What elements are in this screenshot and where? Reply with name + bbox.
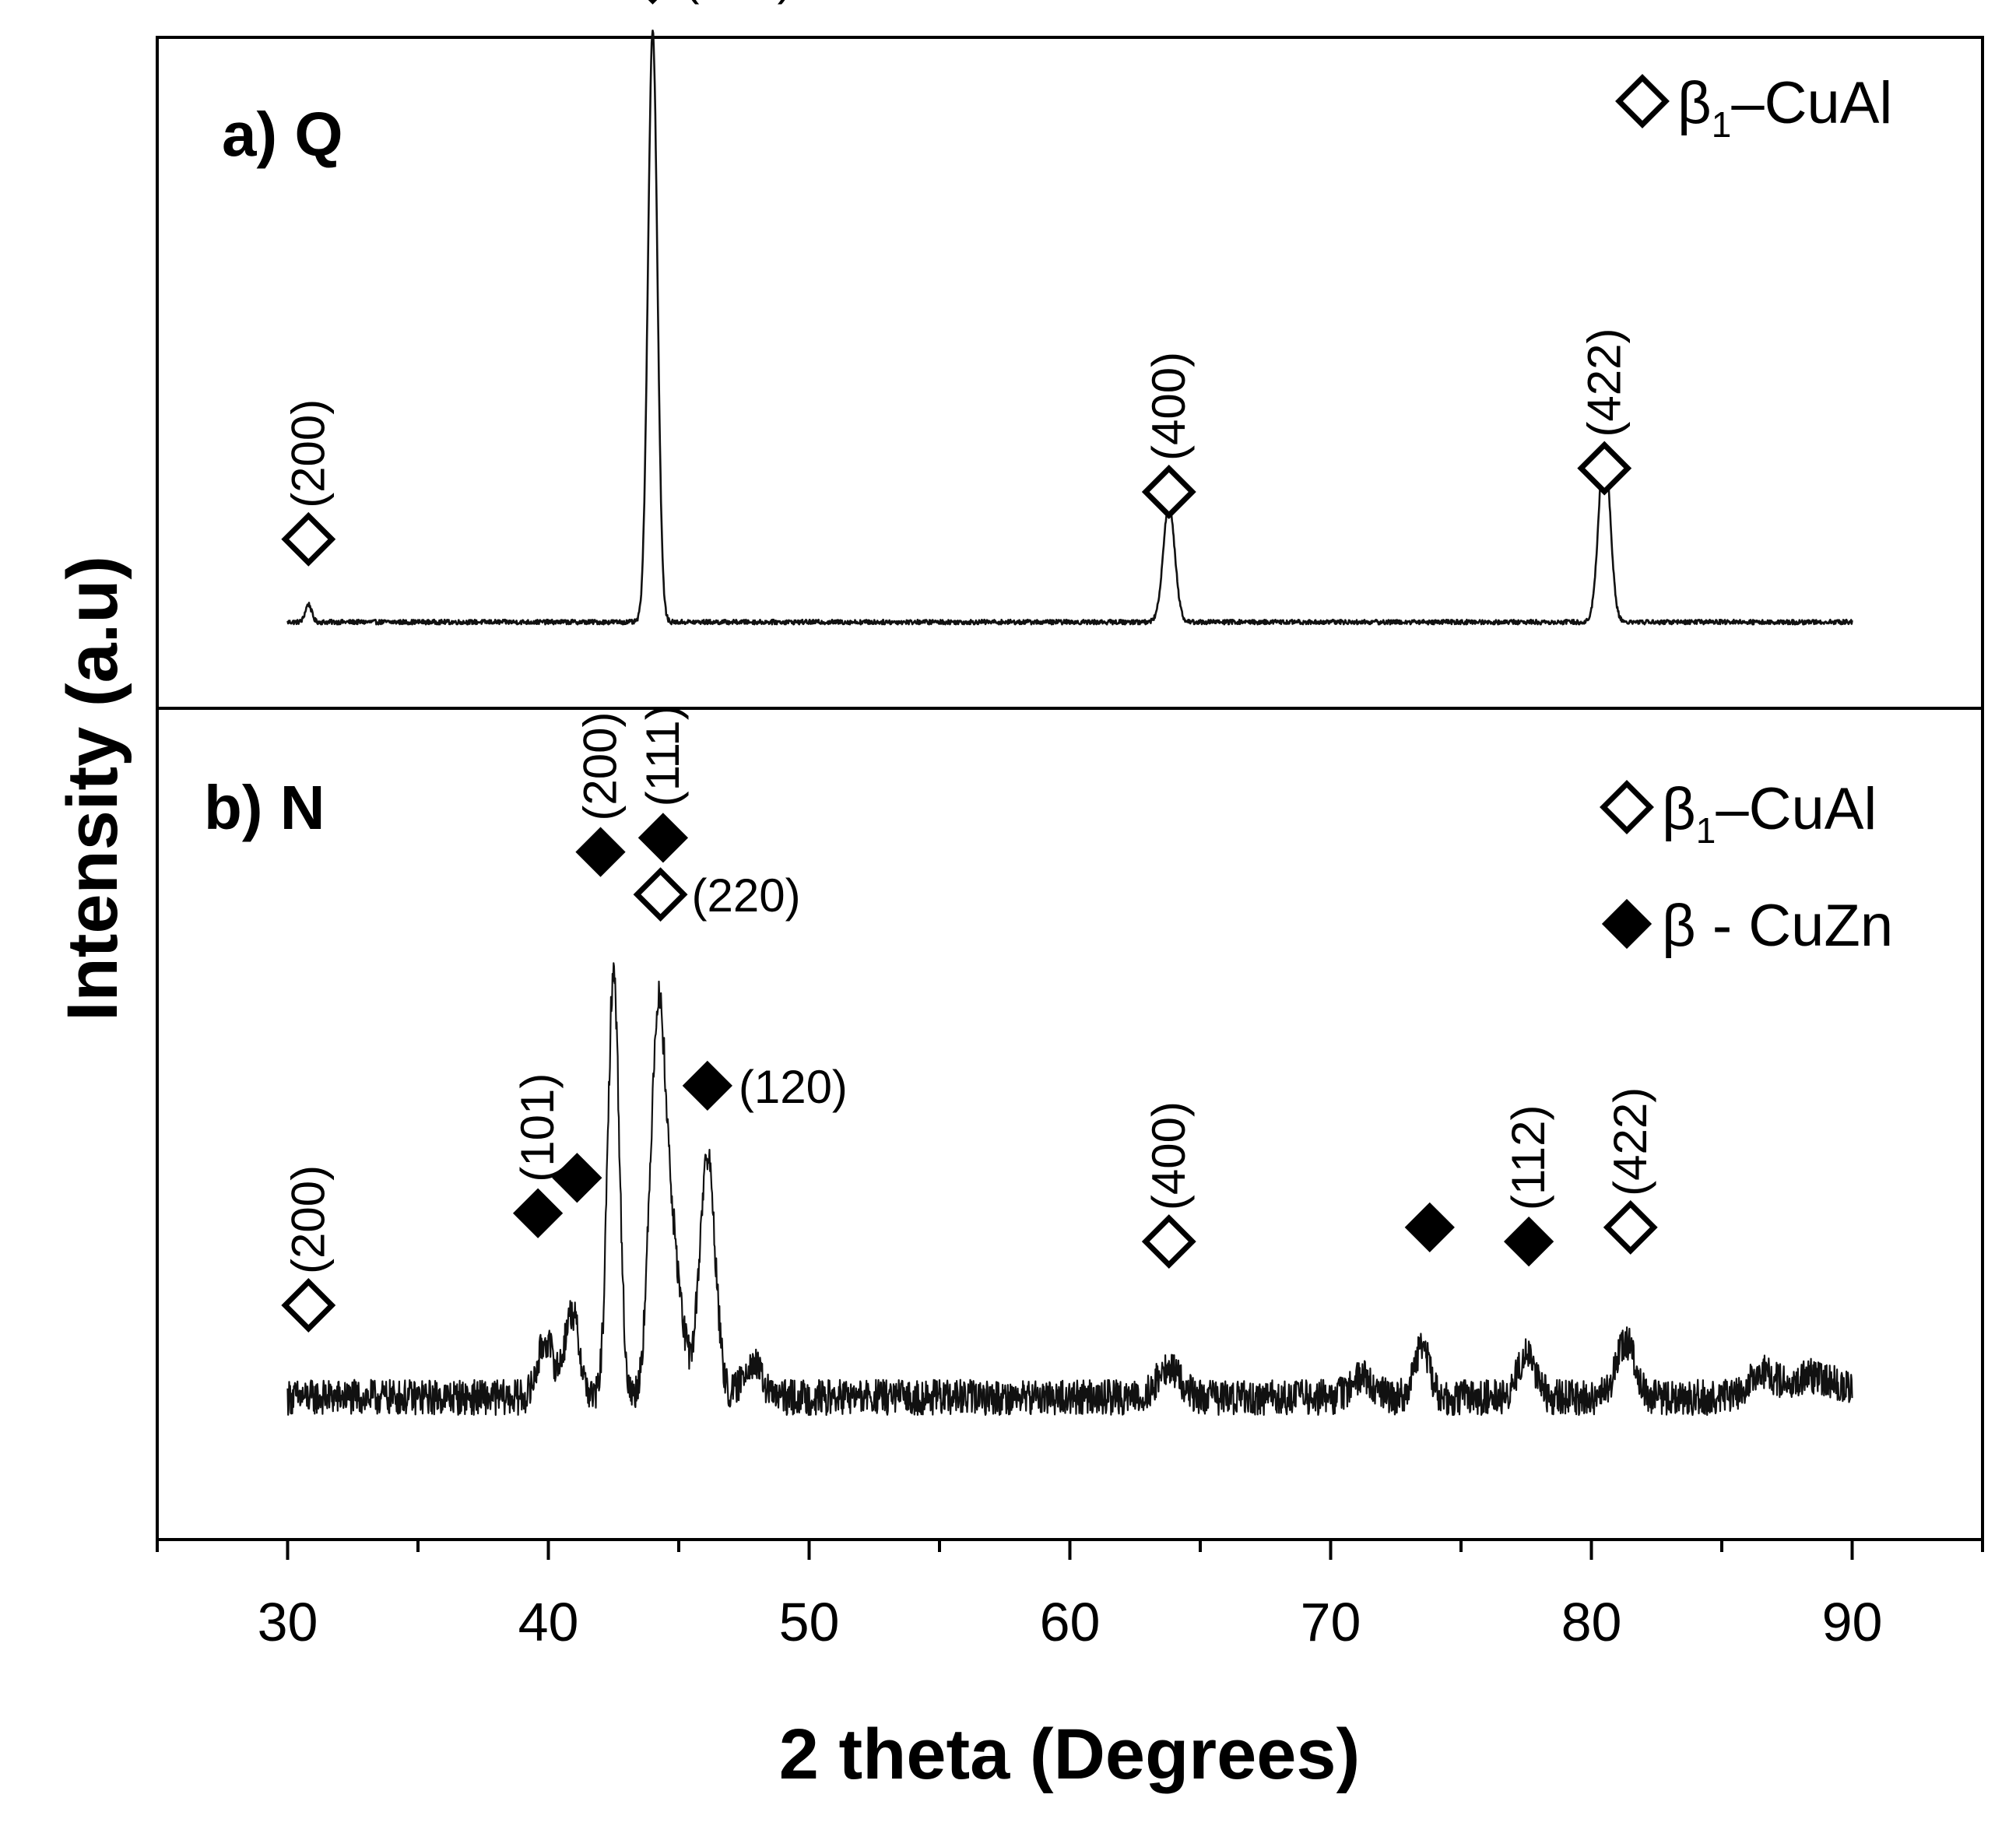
legend-symbol: β: [1662, 893, 1696, 959]
x-tick-label: 40: [518, 1592, 579, 1652]
peak-label: (220): [684, 0, 793, 5]
peak-label: (120): [739, 1061, 848, 1113]
legend-label: β - CuZn: [1662, 893, 1893, 959]
legend-text: –CuAl: [1716, 776, 1877, 842]
x-tick-label: 80: [1561, 1592, 1622, 1652]
legend-label: β1–CuAl: [1662, 776, 1877, 851]
x-tick-label: 90: [1822, 1592, 1883, 1652]
peak-marker-filled: [1503, 1216, 1554, 1267]
peak-label: (101): [511, 1073, 564, 1182]
peak-marker-open: [1603, 1199, 1658, 1255]
x-axis-title: 2 theta (Degrees): [779, 1715, 1360, 1794]
peak-label: (400): [1143, 352, 1195, 461]
panel-label: b) N: [204, 773, 325, 842]
peak-marker-filled: [552, 1153, 602, 1203]
series-line-N: [286, 962, 1853, 1417]
legend-symbol: β: [1662, 776, 1696, 842]
x-tick-label: 30: [258, 1592, 318, 1652]
peak-label: (200): [282, 399, 334, 508]
legend-text: –CuAl: [1731, 70, 1892, 136]
legend-marker: [1601, 898, 1652, 950]
peak-marker-open: [281, 511, 336, 567]
peak-marker-open: [648, 0, 658, 5]
x-tick-label: 50: [779, 1592, 840, 1652]
series-line-Q: [286, 29, 1853, 626]
legend-subscript: 1: [1712, 104, 1732, 145]
peak-marker-open: [633, 867, 688, 922]
peak-marker-filled: [637, 813, 689, 863]
peak-label: (200): [574, 712, 627, 821]
y-axis-title: Intensity (a.u): [53, 556, 132, 1021]
peak-marker-filled: [512, 1188, 564, 1238]
peak-marker-filled: [575, 827, 626, 877]
peak-label: (200): [282, 1165, 334, 1274]
peak-marker-open: [1577, 441, 1632, 496]
legend-label: β1–CuAl: [1677, 70, 1892, 145]
x-axis: 30 40 50 60 70 80 90: [156, 1540, 1984, 1652]
plot-frame: [156, 36, 1984, 1541]
legend-text: - CuZn: [1696, 893, 1893, 959]
peak-marker-filled: [682, 1060, 732, 1111]
peak-label: (111): [637, 704, 689, 806]
peak-label: (422): [1578, 328, 1630, 437]
legend-subscript: 1: [1696, 810, 1716, 851]
peak-label: (112): [1502, 1104, 1554, 1210]
peak-marker-filled: [1404, 1202, 1455, 1253]
peak-label: (400): [1143, 1101, 1195, 1210]
legend-marker: [1615, 74, 1670, 128]
panel-n: b) N(200)(101)(200) (111)(220)(120)(400)(…: [204, 704, 1893, 1417]
x-tick-label: 60: [1040, 1592, 1101, 1652]
peak-label: (422): [1604, 1087, 1656, 1196]
peak-marker-open: [281, 1278, 336, 1333]
panel-label: a) Q: [222, 100, 343, 169]
panel-q: a) Q (200) (220) (400) (422) β1–CuAl: [222, 0, 1892, 626]
legend-marker: [1600, 780, 1654, 834]
peak-marker-open: [1141, 465, 1196, 519]
peak-marker-open: [1141, 1214, 1196, 1269]
legend-symbol: β: [1677, 70, 1712, 136]
peak-label: (220): [692, 869, 801, 922]
plot-border: [156, 36, 1984, 1541]
x-tick-label: 70: [1301, 1592, 1361, 1652]
